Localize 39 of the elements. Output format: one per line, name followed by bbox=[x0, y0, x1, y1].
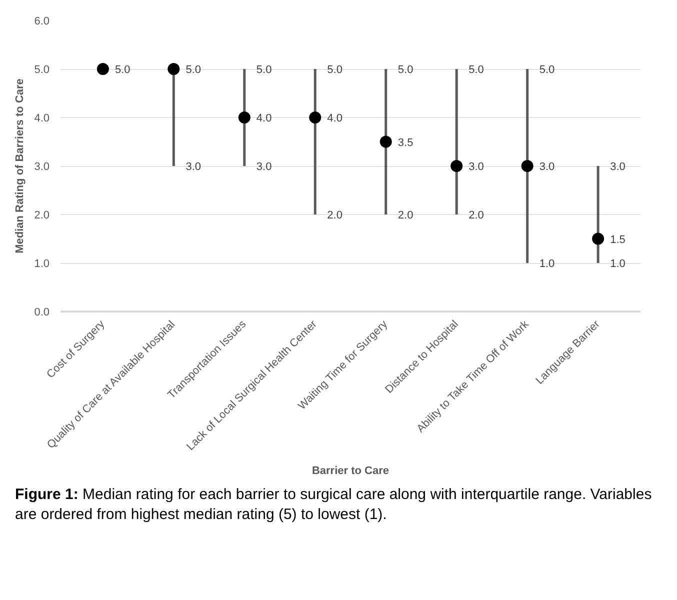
annotation: 2.0 bbox=[327, 210, 342, 222]
y-tick-label: 5.0 bbox=[34, 64, 50, 76]
data-label: 1.5 bbox=[610, 234, 626, 246]
point bbox=[238, 112, 250, 124]
annotation: 5.0 bbox=[398, 64, 414, 76]
data-label: 5.0 bbox=[186, 64, 201, 76]
annotation: 2.0 bbox=[398, 210, 414, 222]
x-axis-title: Barrier to Care bbox=[312, 465, 390, 478]
point bbox=[168, 63, 180, 75]
annotation: 5.0 bbox=[256, 64, 272, 76]
y-axis-title: Median Rating of Barriers to Care bbox=[14, 78, 26, 254]
data-label: 4.0 bbox=[256, 112, 272, 124]
point bbox=[450, 160, 463, 172]
data-label: 3.0 bbox=[468, 161, 484, 173]
annotation: 5.0 bbox=[327, 64, 342, 76]
y-tick-label: 6.0 bbox=[34, 16, 50, 28]
point bbox=[380, 136, 392, 148]
point bbox=[309, 112, 322, 124]
y-tick-label: 1.0 bbox=[34, 258, 50, 270]
point bbox=[521, 160, 534, 172]
annotation: 3.0 bbox=[256, 161, 272, 173]
data-label: 3.0 bbox=[539, 161, 555, 173]
annotation: 2.0 bbox=[468, 210, 484, 222]
data-label: 5.0 bbox=[114, 64, 130, 76]
y-tick-label: 0.0 bbox=[34, 306, 50, 318]
annotation: 1.0 bbox=[610, 258, 626, 270]
y-tick-label: 2.0 bbox=[34, 210, 50, 222]
annotation: 1.0 bbox=[539, 258, 555, 270]
point bbox=[96, 63, 109, 75]
annotation: 5.0 bbox=[539, 64, 555, 76]
data-label: 3.5 bbox=[398, 136, 414, 149]
y-tick-label: 4.0 bbox=[34, 112, 50, 124]
annotation: 3.0 bbox=[186, 161, 201, 173]
annotation: 3.0 bbox=[610, 161, 626, 173]
annotation: 5.0 bbox=[468, 64, 484, 76]
y-tick-label: 3.0 bbox=[34, 161, 50, 173]
data-label: 4.0 bbox=[327, 112, 342, 124]
caption: Figure 1: Median rating for each barrier to surgical care along with interquartile range. Variables are ordered from highest median rating (5) to lowest (1). bbox=[15, 485, 653, 524]
point bbox=[592, 232, 604, 245]
